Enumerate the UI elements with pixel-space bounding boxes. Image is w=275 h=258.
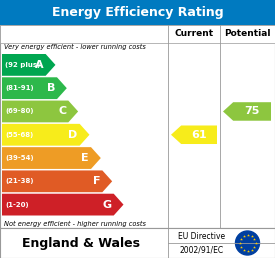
- Text: 61: 61: [191, 130, 207, 140]
- Text: (39-54): (39-54): [5, 155, 34, 161]
- Text: F: F: [93, 176, 100, 186]
- Text: 2002/91/EC: 2002/91/EC: [180, 245, 224, 254]
- Text: Very energy efficient - lower running costs: Very energy efficient - lower running co…: [4, 44, 146, 50]
- Text: (1-20): (1-20): [5, 201, 29, 208]
- Text: Current: Current: [174, 29, 214, 38]
- Bar: [0, 228, 275, 258]
- Polygon shape: [2, 54, 56, 76]
- Text: 75: 75: [244, 107, 260, 116]
- Bar: [0, 0, 275, 25]
- Polygon shape: [2, 147, 101, 169]
- Text: G: G: [103, 200, 112, 209]
- Polygon shape: [2, 124, 89, 146]
- Text: England & Wales: England & Wales: [22, 237, 140, 249]
- Text: (69-80): (69-80): [5, 108, 34, 115]
- Bar: [0, 25, 275, 228]
- Text: Potential: Potential: [224, 29, 271, 38]
- Polygon shape: [171, 125, 217, 144]
- Text: EU Directive: EU Directive: [178, 232, 225, 241]
- Polygon shape: [2, 171, 112, 192]
- Text: D: D: [68, 130, 78, 140]
- Text: Energy Efficiency Rating: Energy Efficiency Rating: [52, 6, 223, 19]
- Text: (55-68): (55-68): [5, 132, 33, 138]
- Text: (92 plus): (92 plus): [5, 62, 40, 68]
- Text: B: B: [47, 83, 55, 93]
- Text: C: C: [58, 107, 66, 116]
- Text: A: A: [35, 60, 44, 70]
- Bar: [0, 25, 275, 43]
- Text: (81-91): (81-91): [5, 85, 34, 91]
- Text: Not energy efficient - higher running costs: Not energy efficient - higher running co…: [4, 221, 146, 227]
- Polygon shape: [2, 77, 67, 99]
- Polygon shape: [2, 101, 78, 122]
- Polygon shape: [223, 102, 271, 121]
- Circle shape: [235, 231, 260, 255]
- Text: (21-38): (21-38): [5, 178, 34, 184]
- Polygon shape: [2, 194, 123, 215]
- Text: E: E: [81, 153, 89, 163]
